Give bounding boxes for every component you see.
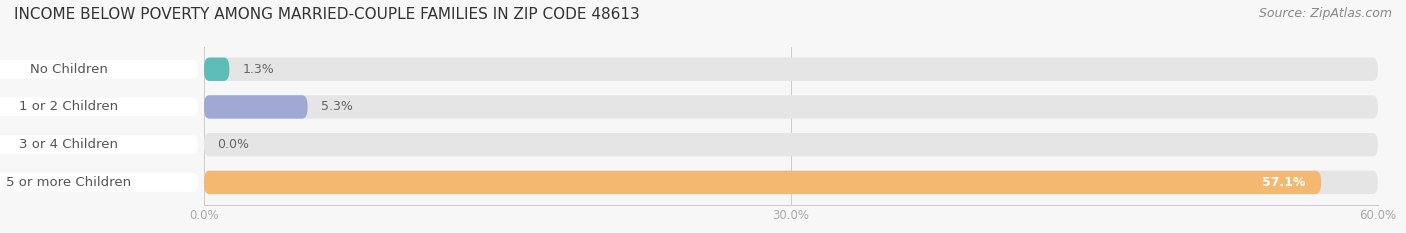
- Text: INCOME BELOW POVERTY AMONG MARRIED-COUPLE FAMILIES IN ZIP CODE 48613: INCOME BELOW POVERTY AMONG MARRIED-COUPL…: [14, 7, 640, 22]
- Text: 0.0%: 0.0%: [218, 138, 250, 151]
- FancyBboxPatch shape: [204, 95, 308, 119]
- Text: 1.3%: 1.3%: [243, 63, 274, 76]
- Text: 1 or 2 Children: 1 or 2 Children: [20, 100, 118, 113]
- FancyBboxPatch shape: [204, 133, 1378, 156]
- FancyBboxPatch shape: [204, 95, 1378, 119]
- FancyBboxPatch shape: [0, 60, 198, 79]
- Text: 5.3%: 5.3%: [321, 100, 353, 113]
- FancyBboxPatch shape: [0, 173, 198, 192]
- FancyBboxPatch shape: [0, 135, 198, 154]
- Text: Source: ZipAtlas.com: Source: ZipAtlas.com: [1258, 7, 1392, 20]
- FancyBboxPatch shape: [204, 58, 1378, 81]
- Text: 5 or more Children: 5 or more Children: [6, 176, 131, 189]
- FancyBboxPatch shape: [204, 171, 1378, 194]
- FancyBboxPatch shape: [204, 171, 1322, 194]
- FancyBboxPatch shape: [204, 58, 229, 81]
- Text: No Children: No Children: [30, 63, 108, 76]
- FancyBboxPatch shape: [0, 98, 198, 116]
- Text: 57.1%: 57.1%: [1263, 176, 1306, 189]
- Text: 3 or 4 Children: 3 or 4 Children: [20, 138, 118, 151]
